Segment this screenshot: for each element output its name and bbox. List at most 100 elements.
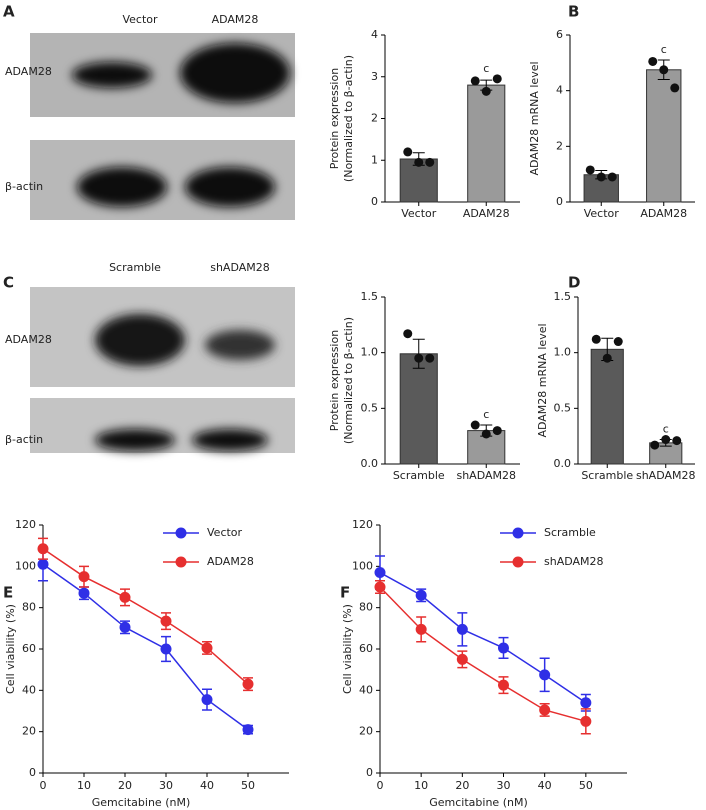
x-tick-label: 30 bbox=[497, 779, 511, 792]
y-tick-label: 2 bbox=[371, 112, 378, 125]
y-tick-label: 1 bbox=[371, 153, 378, 166]
data-point bbox=[659, 65, 669, 75]
data-point bbox=[403, 147, 413, 157]
y-tick-label: 0 bbox=[29, 766, 36, 779]
x-tick-label: Vector bbox=[584, 207, 620, 220]
data-point bbox=[672, 436, 682, 446]
legend-marker bbox=[512, 556, 524, 568]
x-tick-label: shADAM28 bbox=[456, 469, 516, 482]
y-tick-label: 0 bbox=[371, 195, 378, 208]
y-tick-label: 1.5 bbox=[361, 290, 379, 303]
annotation: c bbox=[661, 43, 667, 56]
data-point bbox=[481, 429, 491, 439]
y-tick-label: 0.0 bbox=[361, 457, 379, 470]
x-tick-label: ADAM28 bbox=[463, 207, 510, 220]
x-axis-label: Gemcitabine (nM) bbox=[429, 796, 527, 809]
y-tick-label: 120 bbox=[15, 518, 36, 531]
bar bbox=[467, 84, 506, 203]
y-axis-label: (Normalized to β-actin) bbox=[342, 55, 355, 182]
data-point bbox=[591, 334, 601, 344]
y-tick-label: 0.5 bbox=[554, 401, 572, 414]
x-tick-label: Vector bbox=[401, 207, 437, 220]
x-tick-label: 10 bbox=[77, 779, 91, 792]
y-tick-label: 1.0 bbox=[361, 346, 379, 359]
bar bbox=[590, 348, 624, 465]
legend-marker bbox=[175, 527, 187, 539]
x-tick-label: Scramble bbox=[581, 469, 633, 482]
y-axis-label: ADAM28 mRNA level bbox=[528, 61, 541, 175]
marker bbox=[37, 543, 49, 555]
y-tick-label: 80 bbox=[359, 601, 373, 614]
panel-label: D bbox=[568, 274, 580, 292]
marker bbox=[415, 623, 427, 635]
x-tick-label: shADAM28 bbox=[636, 469, 696, 482]
marker bbox=[37, 558, 49, 570]
panel-label: E bbox=[3, 584, 13, 602]
annotation: c bbox=[483, 408, 489, 421]
bar bbox=[399, 353, 438, 465]
lane-label: shADAM28 bbox=[210, 261, 270, 274]
x-tick-label: 10 bbox=[414, 779, 428, 792]
y-tick-label: 0.0 bbox=[554, 457, 572, 470]
y-tick-label: 6 bbox=[556, 28, 563, 41]
data-point bbox=[661, 435, 671, 445]
data-point bbox=[650, 440, 660, 450]
legend-marker bbox=[512, 527, 524, 539]
marker bbox=[160, 615, 172, 627]
legend-marker bbox=[175, 556, 187, 568]
panel-label: C bbox=[3, 274, 14, 292]
y-tick-label: 20 bbox=[359, 725, 373, 738]
y-tick-label: 1.5 bbox=[554, 290, 572, 303]
row-label: ADAM28 bbox=[5, 65, 52, 78]
data-point bbox=[414, 353, 424, 363]
y-tick-label: 1.0 bbox=[554, 346, 572, 359]
annotation: c bbox=[483, 62, 489, 75]
x-tick-label: 0 bbox=[377, 779, 384, 792]
y-tick-label: 0.5 bbox=[361, 401, 379, 414]
x-tick-label: 40 bbox=[200, 779, 214, 792]
data-point bbox=[470, 76, 480, 86]
y-axis-label: Protein expression bbox=[328, 68, 341, 169]
y-tick-label: 40 bbox=[22, 683, 36, 696]
marker bbox=[119, 591, 131, 603]
marker bbox=[374, 567, 386, 579]
marker bbox=[78, 571, 90, 583]
data-point bbox=[470, 420, 480, 430]
x-tick-label: 50 bbox=[579, 779, 593, 792]
data-point bbox=[425, 157, 435, 167]
row-label: β-actin bbox=[5, 180, 43, 193]
series-line bbox=[42, 563, 249, 731]
x-tick-label: ADAM28 bbox=[640, 207, 687, 220]
lane-label: Scramble bbox=[109, 261, 161, 274]
lane-label: ADAM28 bbox=[212, 13, 259, 26]
marker bbox=[498, 679, 509, 691]
marker bbox=[415, 589, 427, 601]
y-tick-label: 100 bbox=[352, 559, 373, 572]
marker bbox=[374, 581, 386, 593]
x-tick-label: 40 bbox=[538, 779, 552, 792]
x-tick-label: 30 bbox=[159, 779, 173, 792]
marker bbox=[160, 643, 172, 655]
data-point bbox=[602, 353, 612, 363]
marker bbox=[78, 587, 90, 599]
row-label: ADAM28 bbox=[5, 333, 52, 346]
panel-label: F bbox=[340, 584, 350, 602]
data-point bbox=[425, 353, 435, 363]
y-axis-label: Cell viability (%) bbox=[4, 604, 17, 694]
data-point bbox=[481, 86, 491, 96]
data-point bbox=[648, 56, 658, 66]
blot-a bbox=[30, 33, 295, 220]
blot-c bbox=[30, 287, 295, 453]
x-tick-label: 0 bbox=[40, 779, 47, 792]
marker bbox=[456, 653, 468, 665]
data-point bbox=[492, 74, 502, 84]
y-tick-label: 0 bbox=[366, 766, 373, 779]
marker bbox=[201, 642, 213, 654]
x-axis-label: Gemcitabine (nM) bbox=[92, 796, 190, 809]
panel-label: B bbox=[568, 3, 579, 21]
lane-label: Vector bbox=[122, 13, 158, 26]
y-tick-label: 4 bbox=[556, 84, 563, 97]
y-axis-label: Cell viability (%) bbox=[341, 604, 354, 694]
data-point bbox=[492, 426, 502, 436]
x-tick-label: 50 bbox=[241, 779, 255, 792]
